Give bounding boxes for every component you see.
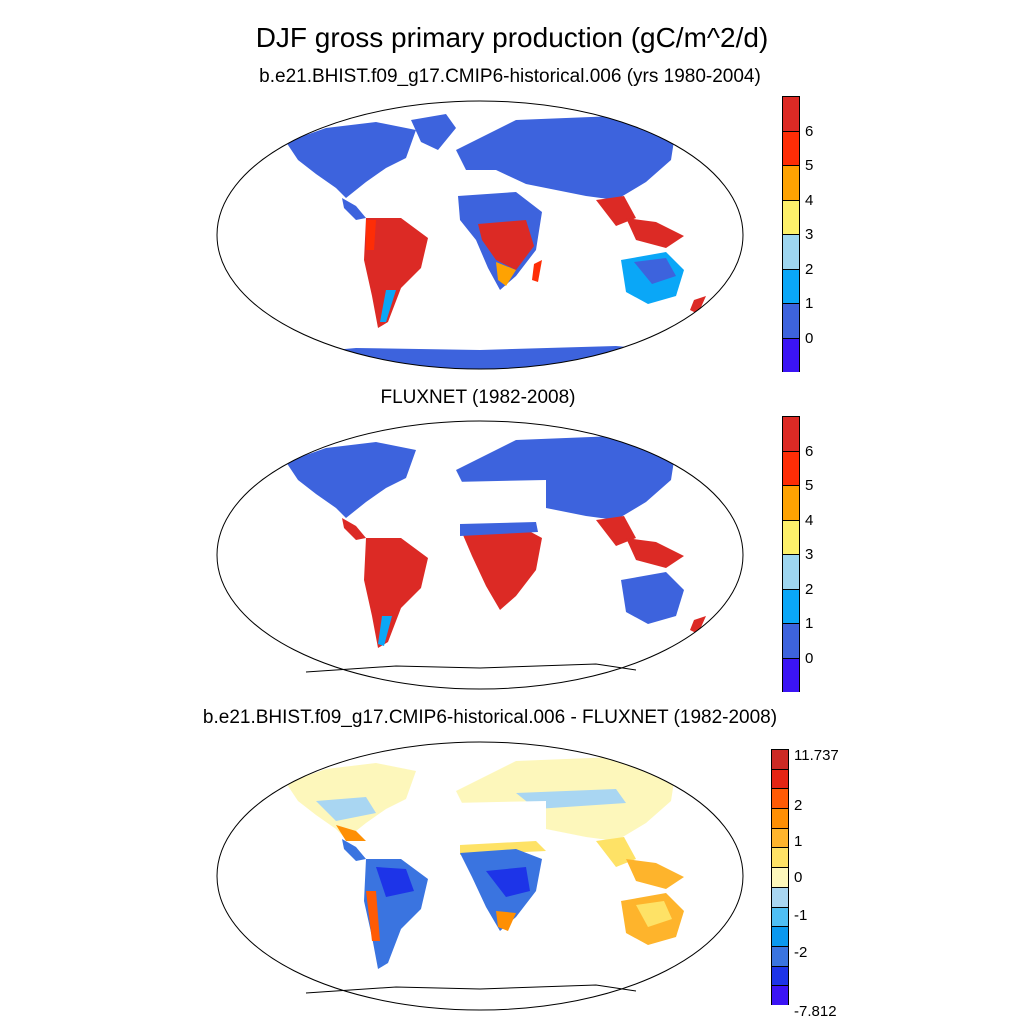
colorbar-segment xyxy=(782,519,800,554)
panel-3-colorbar: 11.737 2 1 0 -1 -2 -7.812 xyxy=(771,748,839,1019)
colorbar-segment xyxy=(771,808,789,828)
colorbar-segment xyxy=(782,657,800,692)
colorbar-segment xyxy=(771,926,789,946)
colorbar-segment xyxy=(771,906,789,927)
colorbar-label: 0 xyxy=(794,869,803,886)
central-america xyxy=(342,198,366,220)
colorbar-label: 1 xyxy=(805,615,814,632)
panel-1-colorbar: 0 1 2 3 4 5 6 xyxy=(782,96,813,372)
colorbar-segment xyxy=(771,827,789,848)
colorbar-label: 6 xyxy=(805,442,814,460)
colorbar-segment xyxy=(782,623,800,658)
colorbar-segment xyxy=(782,588,800,623)
eurasia xyxy=(456,116,676,200)
colorbar-segment xyxy=(782,268,800,303)
panel-2-map xyxy=(216,420,744,690)
colorbar-segment xyxy=(771,886,789,907)
colorbar-label: 5 xyxy=(805,477,814,494)
colorbar-segment xyxy=(771,985,789,1005)
colorbar-label: 0 xyxy=(805,329,814,347)
colorbar-label: 2 xyxy=(805,580,814,598)
greenland xyxy=(411,114,456,150)
colorbar-segment xyxy=(771,945,789,966)
colorbar-label: 5 xyxy=(805,157,814,174)
colorbar-label: 4 xyxy=(805,511,814,529)
north-america xyxy=(286,122,416,198)
colorbar-segment xyxy=(771,768,789,789)
colorbar-segment xyxy=(782,130,800,165)
panel-1-title: b.e21.BHIST.f09_g17.CMIP6-historical.006… xyxy=(259,66,761,87)
colorbar-segment xyxy=(771,847,789,868)
panel-3-map xyxy=(216,741,744,1011)
colorbar-segment xyxy=(782,303,800,338)
colorbar-segment xyxy=(782,96,800,131)
panel-2-title: FLUXNET (1982-2008) xyxy=(380,387,576,408)
colorbar-segment xyxy=(782,485,800,520)
colorbar-segment xyxy=(782,337,800,372)
colorbar-segment xyxy=(771,867,789,887)
colorbar-label: -2 xyxy=(794,944,808,961)
panel-2-colorbar: 0 1 2 3 4 5 6 xyxy=(782,416,813,692)
colorbar-label: 0 xyxy=(805,649,814,667)
panel-3-title: b.e21.BHIST.f09_g17.CMIP6-historical.006… xyxy=(202,707,778,728)
colorbar-segment xyxy=(782,199,800,234)
colorbar-segment xyxy=(771,788,789,809)
colorbar-label: 1 xyxy=(805,295,814,312)
south-america xyxy=(364,218,428,328)
sahara-missing xyxy=(452,480,546,522)
colorbar-label: 3 xyxy=(805,226,814,243)
colorbar-segment xyxy=(782,416,800,451)
colorbar-segment xyxy=(771,965,789,986)
colorbar-label: 2 xyxy=(794,797,803,814)
colorbar-segment xyxy=(782,165,800,200)
colorbar-label: 6 xyxy=(805,122,814,140)
colorbar-label: 4 xyxy=(805,191,814,209)
colorbar-segment xyxy=(782,554,800,589)
colorbar-label: 2 xyxy=(805,260,814,278)
panel-1-map xyxy=(216,100,744,370)
colorbar-label: 3 xyxy=(805,546,814,563)
colorbar-segment xyxy=(771,749,789,769)
figure-title: DJF gross primary production (gC/m^2/d) xyxy=(255,22,769,53)
colorbar-segment xyxy=(782,234,800,269)
colorbar-label: 1 xyxy=(794,833,803,850)
colorbar-label: -1 xyxy=(794,907,808,924)
colorbar-label: -7.812 xyxy=(794,1003,837,1020)
colorbar-segment xyxy=(782,450,800,485)
antarctica xyxy=(276,346,686,369)
colorbar-label: 11.737 xyxy=(794,747,839,764)
